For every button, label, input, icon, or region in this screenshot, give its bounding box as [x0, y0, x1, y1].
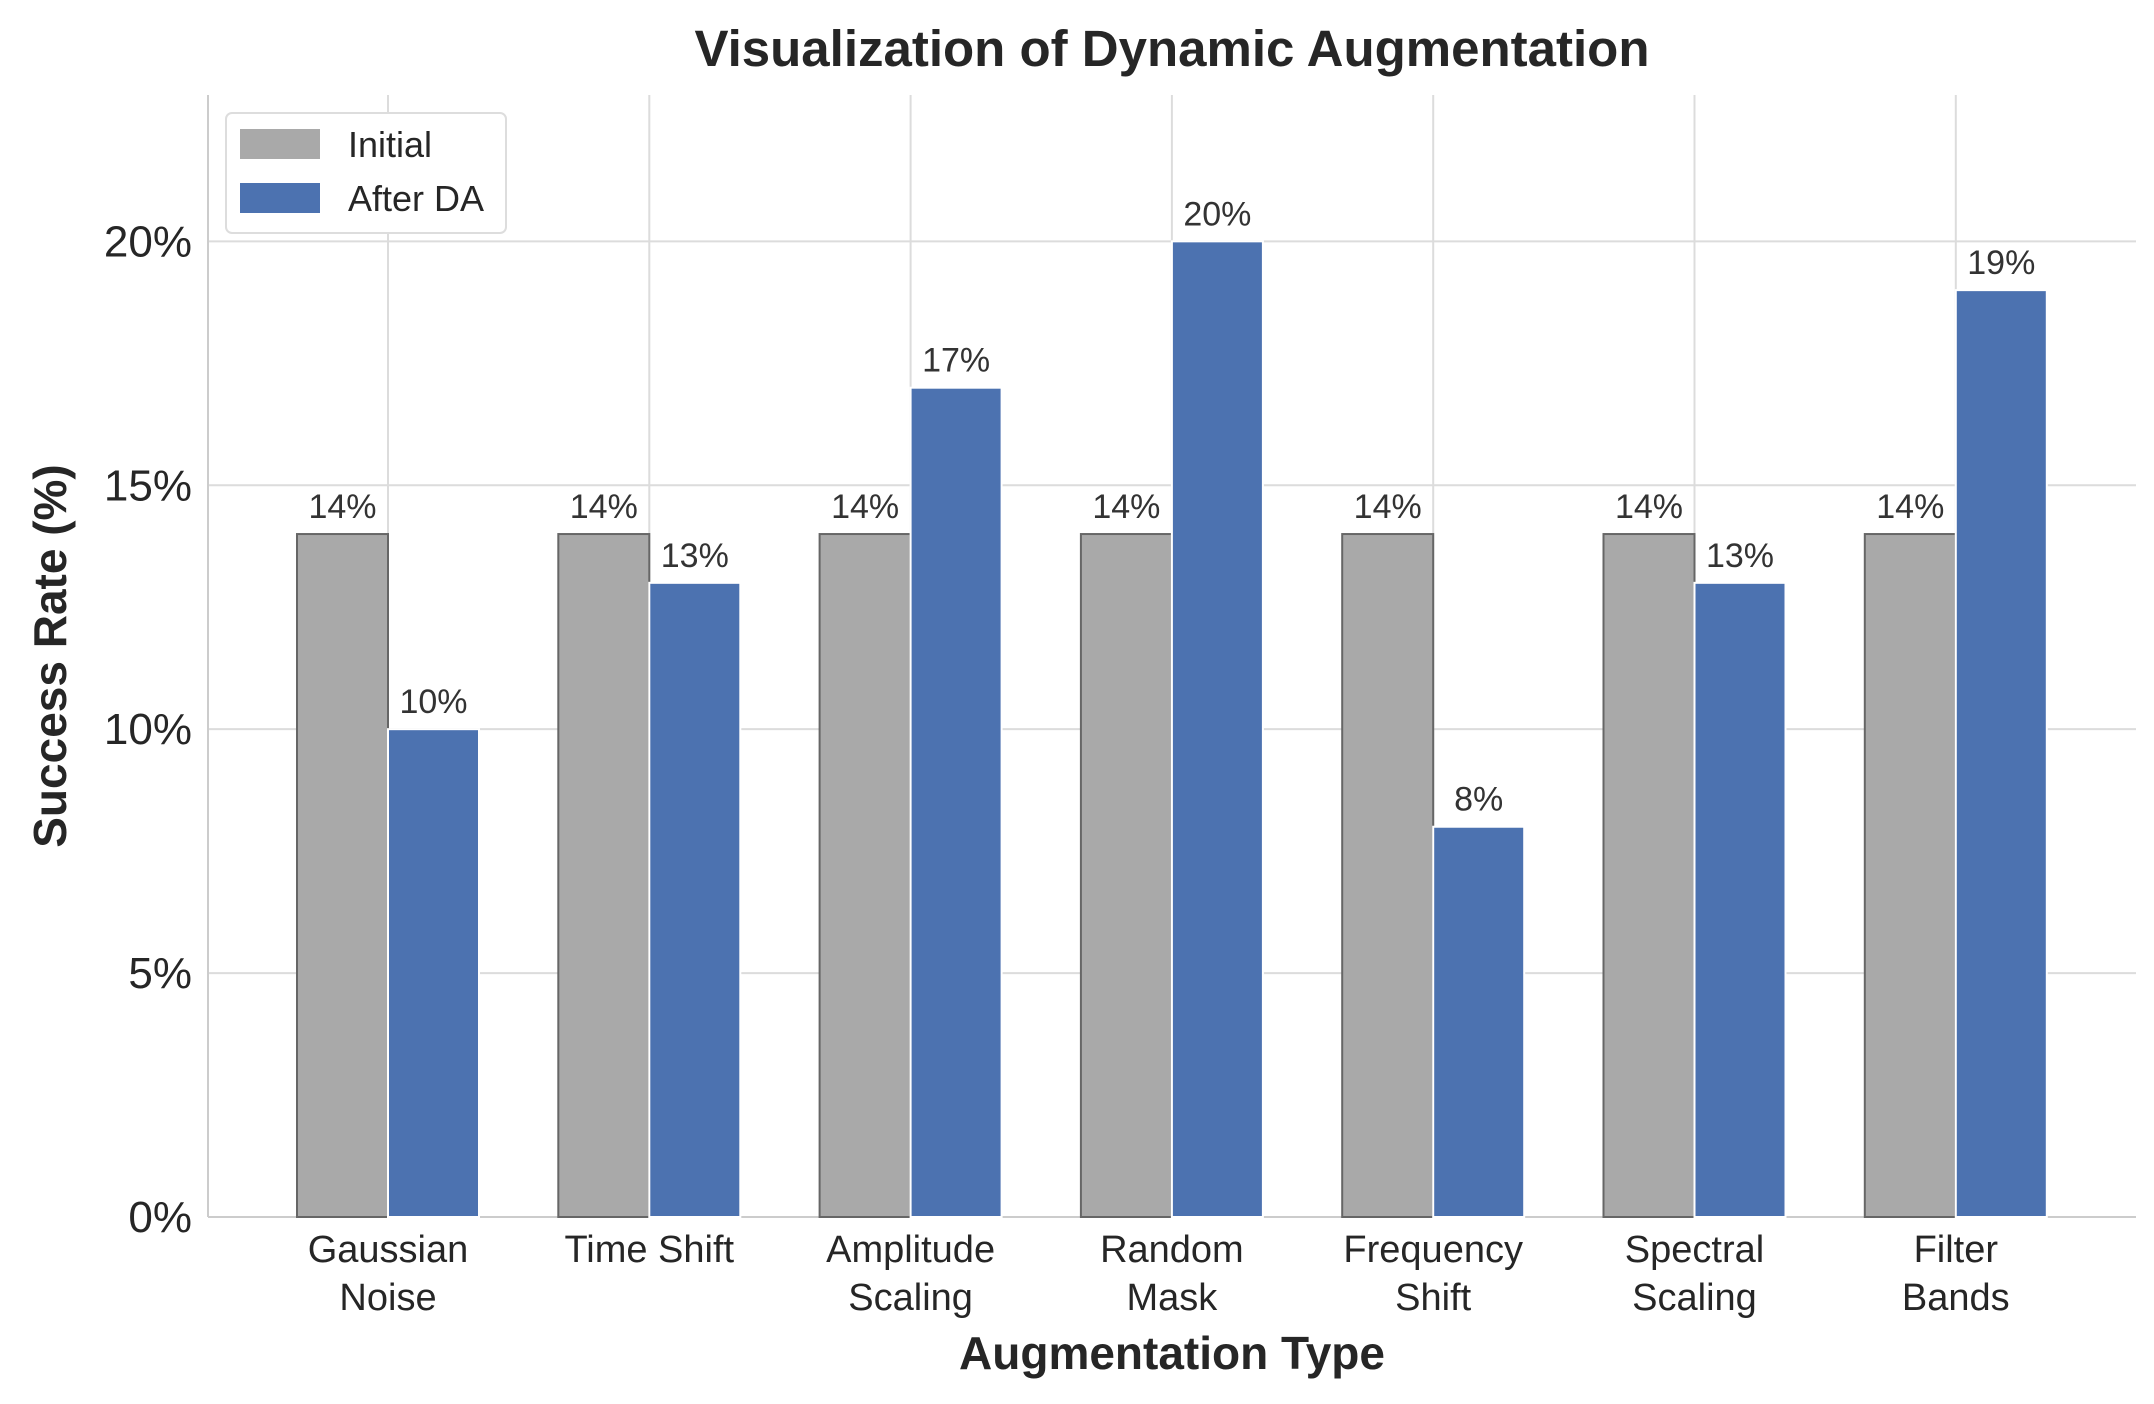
data-label-after-da: 10% — [399, 683, 467, 721]
x-tick-label-line: Mask — [1127, 1277, 1219, 1319]
data-label-after-da: 8% — [1454, 781, 1503, 819]
data-label-initial: 14% — [308, 488, 376, 526]
bar-after-da — [648, 581, 742, 1218]
bar-after-da — [909, 386, 1003, 1218]
x-tick-label-line: Scaling — [848, 1277, 973, 1319]
data-label-after-da: 17% — [922, 342, 990, 380]
data-label-after-da: 20% — [1183, 195, 1251, 233]
x-tick-label: Gaussian Noise — [308, 1229, 469, 1319]
y-axis-title: Success Rate (%) — [24, 464, 76, 848]
bar-after-da — [1693, 581, 1787, 1218]
y-tick-label: 15% — [104, 461, 192, 510]
legend-swatch-initial — [240, 129, 320, 159]
data-label-after-da: 13% — [1706, 537, 1774, 575]
x-tick-label-line: Scaling — [1632, 1277, 1757, 1319]
bar-after-da — [1954, 289, 2048, 1218]
x-tick-label: Time Shift — [564, 1229, 734, 1271]
bar-after-da — [1432, 825, 1526, 1218]
data-label-initial: 14% — [1354, 488, 1422, 526]
x-tick-label-line: Time Shift — [564, 1229, 734, 1271]
x-tick-label: Frequency Shift — [1343, 1229, 1523, 1319]
y-tick-label: 20% — [104, 217, 192, 266]
bars — [296, 240, 2048, 1218]
x-tick-label-line: Random — [1100, 1229, 1244, 1271]
x-tick-label-line: Frequency — [1343, 1229, 1523, 1271]
y-tick-label: 5% — [128, 949, 192, 998]
x-tick-label-line: Gaussian — [308, 1229, 469, 1271]
bar-initial — [557, 533, 651, 1218]
data-label-after-da: 13% — [661, 537, 729, 575]
bar-initial — [818, 533, 912, 1218]
bar-initial — [296, 533, 389, 1218]
data-label-after-da: 19% — [1967, 244, 2035, 282]
x-tick-label: Random Mask — [1100, 1229, 1244, 1319]
x-tick-label-line: Noise — [339, 1277, 436, 1319]
bar-initial — [1079, 533, 1173, 1218]
data-label-initial: 14% — [1092, 488, 1160, 526]
x-tick-label: Filter Bands — [1902, 1229, 2010, 1319]
chart-title: Visualization of Dynamic Augmentation — [695, 20, 1650, 77]
x-tick-label-line: Spectral — [1625, 1229, 1764, 1271]
legend-swatch-after-da — [240, 183, 320, 213]
bar-after-da — [1170, 240, 1264, 1218]
x-tick-label-line: Bands — [1902, 1277, 2010, 1319]
bar-initial — [1602, 533, 1696, 1218]
x-tick-label: Spectral Scaling — [1625, 1229, 1764, 1319]
bar-initial — [1341, 533, 1435, 1218]
x-axis-title: Augmentation Type — [959, 1327, 1385, 1379]
y-tick-label: 0% — [128, 1193, 192, 1242]
data-label-initial: 14% — [1615, 488, 1683, 526]
x-tick-label-line: Shift — [1395, 1277, 1471, 1319]
bar-after-da — [387, 728, 480, 1218]
data-label-initial: 14% — [831, 488, 899, 526]
tick-labels: 0% 5% 10% 15% 20% Gaussian Noise Time Shift Ampl… — [104, 217, 2010, 1319]
x-tick-label: Amplitude Scaling — [826, 1229, 995, 1319]
data-labels: 14% 14% 14% 14% 14% 14% 14% 10% 13% 17% 20% 8% 13% 19… — [308, 195, 2035, 818]
data-label-initial: 14% — [570, 488, 638, 526]
bar-initial — [1863, 533, 1957, 1218]
y-tick-label: 10% — [104, 705, 192, 754]
legend-label-initial: Initial — [348, 124, 432, 165]
data-label-initial: 14% — [1876, 488, 1944, 526]
legend-label-after-da: After DA — [348, 178, 484, 219]
x-tick-label-line: Amplitude — [826, 1229, 995, 1271]
x-tick-label-line: Filter — [1914, 1229, 1999, 1271]
legend: Initial After DA — [225, 112, 507, 234]
